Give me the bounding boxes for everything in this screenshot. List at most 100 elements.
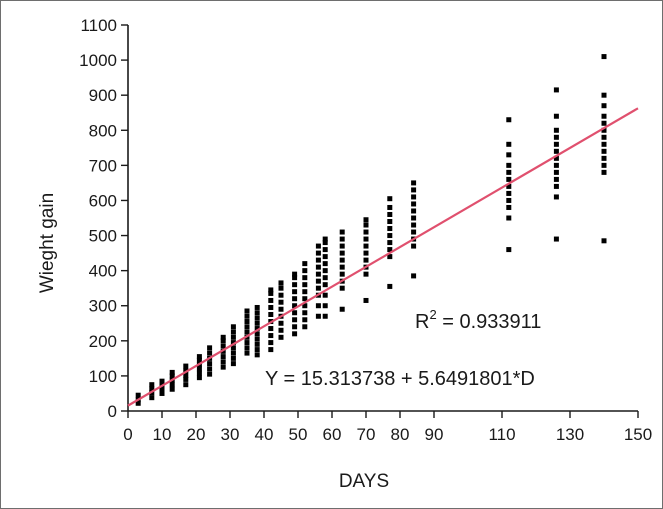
scatter-point [339,243,345,249]
scatter-point [601,155,607,161]
scatter-point [292,310,298,316]
scatter-point [254,341,260,347]
scatter-point [169,369,175,375]
x-tick-label: 20 [187,425,206,444]
scatter-point [292,296,298,302]
scatter-point [292,303,298,309]
scatter-point [254,336,260,342]
scatter-point [322,275,328,281]
scatter-point [506,197,512,203]
scatter-point [506,176,512,182]
scatter-point [207,361,213,367]
scatter-point [601,103,607,109]
scatter-point [506,215,512,221]
scatter-point [553,176,559,182]
scatter-point [244,345,250,351]
scatter-point [196,375,202,381]
scatter-point [506,190,512,196]
scatter-point [553,194,559,200]
scatter-point [506,152,512,158]
scatter-point [244,340,250,346]
scatter-point [322,303,328,309]
scatter-point [363,257,369,263]
x-tick-label: 130 [556,425,584,444]
x-tick-label: 40 [255,425,274,444]
scatter-point [292,317,298,323]
scatter-point [302,317,308,323]
scatter-point [183,376,189,382]
y-tick-label: 100 [89,367,117,386]
scatter-point [339,271,345,277]
scatter-point [268,287,274,293]
scatter-point [315,271,321,277]
scatter-point [254,352,260,358]
scatter-point [322,292,328,298]
scatter-point [411,194,417,200]
regression-line [127,107,639,407]
scatter-point [278,320,284,326]
scatter-point [322,282,328,288]
scatter-point [506,162,512,168]
scatter-point [601,162,607,168]
scatter-point [553,87,559,93]
scatter-point [387,233,393,239]
scatter-point [230,345,236,351]
scatter-point [302,310,308,316]
scatter-point [135,400,141,406]
scatter-point [254,310,260,316]
y-tick-label: 1000 [79,51,117,70]
scatter-point [339,264,345,270]
scatter-point [244,329,250,335]
scatter-point [411,273,417,279]
scatter-point [339,306,345,312]
scatter-point [244,313,250,319]
scatter-point [220,338,226,344]
scatter-point [268,304,274,310]
scatter-point [363,297,369,303]
scatter-point [506,247,512,253]
scatter-point [553,148,559,154]
scatter-point [601,141,607,147]
scatter-point [322,236,328,242]
scatter-point [159,378,165,384]
scatter-point [553,141,559,147]
scatter-point [230,324,236,330]
scatter-point [506,141,512,147]
scatter-point [278,327,284,333]
x-tick-label: 150 [624,425,652,444]
scatter-point [254,347,260,353]
scatter-point [553,155,559,161]
y-tick-label: 400 [89,262,117,281]
scatter-point [244,350,250,356]
scatter-point [411,208,417,214]
scatter-point [183,363,189,369]
scatter-point [220,334,226,340]
scatter-point [302,296,308,302]
scatter-point [302,303,308,309]
scatter-point [268,326,274,332]
scatter-point [292,324,298,330]
scatter-point [149,382,155,388]
scatter-point [268,333,274,339]
scatter-point [601,169,607,175]
scatter-point [411,222,417,228]
scatter-point [315,303,321,309]
scatter-point [411,201,417,207]
scatter-point [339,257,345,263]
scatter-point [506,204,512,210]
y-tick-label: 1100 [80,16,117,35]
scatter-point [254,320,260,326]
scatter-point [302,324,308,330]
scatter-point [268,340,274,346]
scatter-point [387,240,393,246]
scatter-point [363,243,369,249]
r2-prefix: R [415,311,429,333]
y-axis-title: Wieght gain [37,193,58,293]
y-tick-label: 300 [89,297,117,316]
scatter-point [339,229,345,235]
scatter-point [553,113,559,119]
scatter-point [387,211,393,217]
x-tick-label: 0 [123,425,132,444]
scatter-point [278,280,284,286]
